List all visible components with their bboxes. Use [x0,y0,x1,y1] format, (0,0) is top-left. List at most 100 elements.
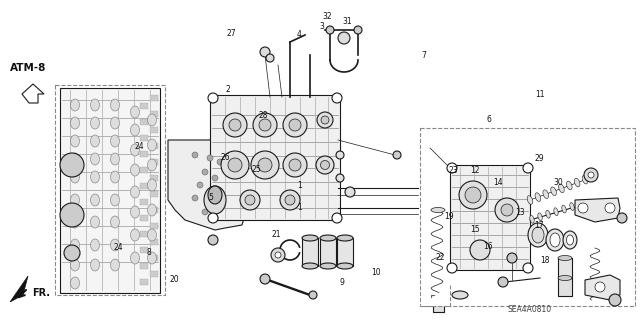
Ellipse shape [147,204,157,216]
Ellipse shape [111,117,120,129]
Bar [140,167,148,173]
Bar [140,279,148,285]
Text: 22: 22 [436,253,445,262]
Circle shape [60,203,84,227]
Ellipse shape [131,186,140,198]
Polygon shape [168,140,248,230]
Ellipse shape [70,117,79,129]
Circle shape [289,119,301,131]
Text: 11: 11 [535,90,544,99]
Circle shape [309,291,317,299]
Circle shape [207,155,213,161]
Polygon shape [10,276,28,302]
Circle shape [523,263,533,273]
Text: 19: 19 [444,212,454,221]
Circle shape [197,182,203,188]
Ellipse shape [90,117,99,129]
Bar [150,223,158,229]
Ellipse shape [90,135,99,147]
Circle shape [498,277,508,287]
Circle shape [217,202,223,208]
Circle shape [280,190,300,210]
Ellipse shape [131,124,140,136]
Bar [210,95,340,220]
Ellipse shape [337,235,353,241]
Ellipse shape [558,256,572,261]
Bar [150,191,158,197]
Bar [558,278,572,296]
Circle shape [470,240,490,260]
Ellipse shape [111,171,120,183]
Bar [140,247,148,253]
Circle shape [208,93,218,103]
Text: 5: 5 [209,193,214,202]
Circle shape [578,203,588,213]
Ellipse shape [90,194,99,206]
Ellipse shape [131,229,140,241]
Circle shape [260,47,270,57]
Text: 10: 10 [371,268,381,277]
Ellipse shape [90,239,99,251]
Circle shape [336,151,344,159]
Text: 9: 9 [340,278,345,287]
Ellipse shape [570,203,574,211]
Circle shape [609,294,621,306]
Ellipse shape [574,178,580,187]
Text: 13: 13 [515,208,525,217]
Ellipse shape [147,179,157,191]
Text: 8: 8 [146,248,151,256]
Circle shape [275,252,281,258]
Text: 16: 16 [483,242,493,251]
Bar [140,199,148,205]
Circle shape [326,26,334,34]
Ellipse shape [131,144,140,156]
Bar [558,258,572,278]
Ellipse shape [70,171,79,183]
Bar [150,159,158,165]
Circle shape [332,93,342,103]
Text: 21: 21 [272,230,281,239]
Bar [140,119,148,125]
Bar [431,295,445,300]
Ellipse shape [532,227,544,243]
Circle shape [588,172,594,178]
Ellipse shape [582,175,588,184]
Bar [150,271,158,277]
Circle shape [260,274,270,284]
Ellipse shape [558,276,572,280]
Polygon shape [575,198,620,222]
Bar [337,238,353,266]
Ellipse shape [131,106,140,118]
Circle shape [617,213,627,223]
Text: 25: 25 [251,165,261,174]
Circle shape [283,113,307,137]
Ellipse shape [302,263,318,269]
Circle shape [393,151,401,159]
Circle shape [253,113,277,137]
Circle shape [202,169,208,175]
Circle shape [523,163,533,173]
Ellipse shape [208,186,222,204]
Circle shape [60,153,84,177]
Ellipse shape [131,206,140,218]
Ellipse shape [111,99,120,111]
Ellipse shape [111,239,120,251]
Bar [140,231,148,237]
Ellipse shape [70,99,79,111]
Text: 20: 20 [169,275,179,284]
Circle shape [64,245,80,261]
Circle shape [202,209,208,215]
Ellipse shape [302,235,318,241]
Bar [150,239,158,245]
Bar [140,263,148,269]
Text: 23: 23 [448,166,458,175]
Bar [150,95,158,101]
Text: 29: 29 [534,154,544,163]
Ellipse shape [563,231,577,249]
Text: ATM-8: ATM-8 [10,63,46,73]
Text: 1: 1 [297,203,302,212]
Ellipse shape [204,186,226,214]
Polygon shape [420,285,450,306]
Text: 26: 26 [220,153,230,162]
Ellipse shape [431,207,445,212]
